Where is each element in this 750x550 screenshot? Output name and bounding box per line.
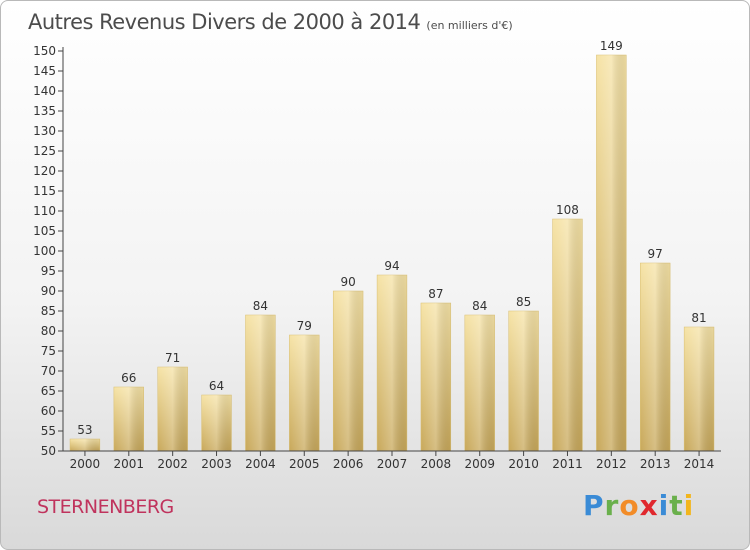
bar-highlight [596,55,627,451]
logo-letter: i [658,489,670,522]
y-tick-label: 140 [33,84,56,98]
y-tick-label: 130 [33,124,56,138]
bar-highlight [420,303,451,451]
bar-highlight [333,291,364,451]
bar-value-label: 85 [516,295,531,309]
x-tick-label: 2011 [552,457,583,471]
bar-highlight [508,311,539,451]
y-tick-label: 120 [33,164,56,178]
x-axis: 2000 2001 2002 2003 2004 2005 2006 2007 2008 2009… [63,450,721,471]
city-name: STERNENBERG [37,496,174,518]
logo-letter: i [683,489,695,522]
chart-title-unit: (en milliers d'€) [426,19,513,32]
x-tick-label: 2009 [464,457,495,471]
logo-letter: t [669,489,684,522]
y-tick-label: 50 [41,444,56,458]
y-tick-label: 75 [41,344,56,358]
bar-highlight [684,327,714,451]
bars: 53 66 71 64 84 79 90 94 87 84 85 108 149 97 81 [69,39,715,452]
bar-value-label: 84 [472,299,487,313]
bar-highlight [377,275,407,451]
x-tick-label: 2007 [377,457,408,471]
y-tick-label: 150 [33,44,56,58]
chart-title-main: Autres Revenus Divers de 2000 à 2014 [28,10,421,34]
x-tick-label: 2004 [245,457,276,471]
y-tick-label: 110 [33,204,56,218]
x-tick-label: 2001 [114,457,145,471]
bar-value-label: 79 [297,319,312,333]
y-tick-label: 115 [33,184,56,198]
x-tick-label: 2008 [421,457,452,471]
bar-value-label: 94 [384,259,399,273]
y-tick-label: 105 [33,224,56,238]
bar-highlight [113,387,144,451]
x-tick-label: 2012 [596,457,627,471]
bar-highlight [157,367,188,451]
y-tick-label: 135 [33,104,56,118]
bar-value-label: 66 [121,371,136,385]
y-tick-label: 65 [41,384,56,398]
bar-value-label: 84 [253,299,268,313]
bar-highlight [552,219,583,451]
bar-highlight [201,395,232,451]
chart-title: Autres Revenus Divers de 2000 à 2014 (en … [28,10,513,34]
x-tick-label: 2006 [333,457,364,471]
logo-letter: o [619,489,640,522]
x-tick-label: 2003 [201,457,232,471]
y-tick-label: 60 [41,404,56,418]
bar-value-label: 108 [556,203,579,217]
x-tick-label: 2000 [70,457,101,471]
x-tick-label: 2005 [289,457,320,471]
y-tick-label: 100 [33,244,56,258]
bar-highlight [289,335,320,451]
bar-value-label: 90 [340,275,355,289]
bar-value-label: 149 [600,39,623,53]
y-tick-label: 55 [41,424,56,438]
bar-value-label: 97 [648,247,663,261]
x-tick-label: 2013 [640,457,671,471]
bar-value-label: 81 [691,311,706,325]
proxiti-logo: Proxiti [583,489,694,522]
logo-letter: P [583,489,605,522]
y-tick-label: 70 [41,364,56,378]
logo-letter: x [639,489,659,522]
y-tick-label: 90 [41,284,56,298]
x-tick-label: 2010 [508,457,539,471]
bar-value-label: 53 [77,423,92,437]
x-tick-label: 2002 [157,457,188,471]
y-tick-label: 80 [41,324,56,338]
logo-letter: r [604,489,620,522]
bar-highlight [640,263,671,451]
y-tick-label: 85 [41,304,56,318]
y-axis: 50 55 60 65 70 75 80 85 90 95 100 105 110 115 120 125 13… [33,44,64,458]
y-tick-label: 95 [41,264,56,278]
x-tick-label: 2014 [684,457,715,471]
y-tick-label: 145 [33,64,56,78]
bar-highlight [464,315,495,451]
bar-value-label: 71 [165,351,180,365]
bar-value-label: 64 [209,379,224,393]
bar-highlight [245,315,276,451]
bar-highlight [70,439,100,451]
y-tick-label: 125 [33,144,56,158]
bar-value-label: 87 [428,287,443,301]
